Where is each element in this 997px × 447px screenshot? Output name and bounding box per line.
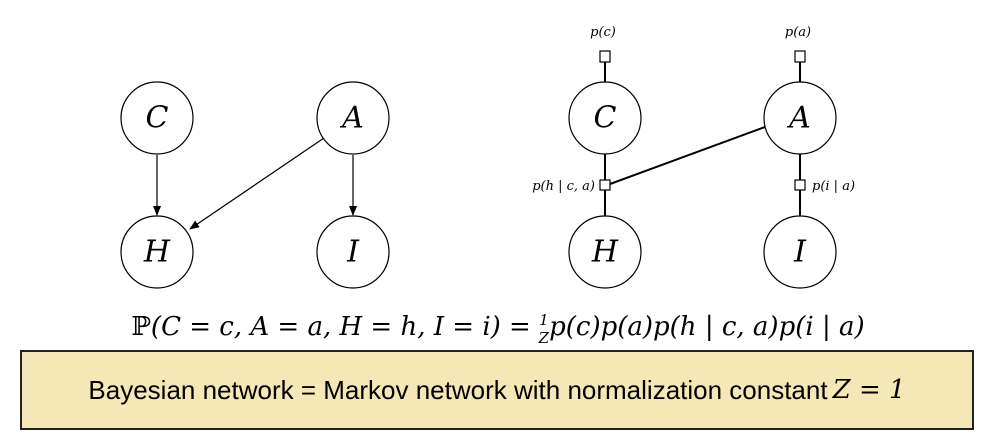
- mn-node-a: A: [763, 81, 837, 155]
- bn-node-c-label: C: [146, 101, 169, 136]
- mn-node-i-label: I: [793, 235, 807, 270]
- bayesian-network: C A H I: [120, 81, 390, 289]
- factor-phca-label: p(h | c, a): [532, 179, 595, 194]
- mn-node-c-label: C: [594, 101, 617, 136]
- fraction-denominator: Z: [538, 329, 550, 347]
- factor-pia-label: p(i | a): [812, 179, 855, 194]
- factor-pc: [599, 50, 611, 63]
- fraction-numerator: 1: [539, 311, 549, 329]
- factor-pa-label: p(a): [785, 25, 811, 40]
- bn-node-a: A: [316, 81, 390, 155]
- callout-box: Bayesian network = Markov network with n…: [20, 350, 974, 430]
- bn-node-h: H: [120, 215, 194, 289]
- callout-text: Bayesian network = Markov network with n…: [88, 374, 828, 405]
- svg-text:ℙ(C = c, A = a, H = h, I = i): ℙ(C = c, A = a, H = h, I = i) = 1 Zp(c)p(…: [131, 311, 864, 347]
- edge-a-h: [189, 137, 325, 230]
- factor-pia: [794, 179, 806, 191]
- edge-a-h-factor: [609, 126, 766, 185]
- bn-node-i-label: I: [346, 235, 360, 270]
- mn-node-c: C: [568, 81, 642, 155]
- factor-pc-label: p(c): [590, 25, 616, 40]
- bn-node-c: C: [120, 81, 194, 155]
- equation-rhs: p(c)p(a)p(h | c, a)p(i | a): [549, 312, 865, 342]
- factor-phca: [599, 179, 611, 191]
- mn-node-i: I: [763, 215, 837, 289]
- factor-pa: [794, 50, 806, 63]
- mn-node-h: H: [568, 215, 642, 289]
- bn-node-h-label: H: [143, 235, 171, 270]
- equation-lhs: (C = c, A = a, H = h, I = i) =: [151, 312, 539, 342]
- markov-network: p(c) p(a) p(h | c, a) p(i | a) C A H I: [532, 25, 855, 289]
- mn-node-h-label: H: [591, 235, 619, 270]
- probability-symbol: ℙ: [131, 312, 151, 342]
- joint-probability-equation: ℙ(C = c, A = a, H = h, I = i) = 1 Zp(c)p(…: [131, 311, 864, 347]
- mn-node-a-label: A: [786, 101, 811, 136]
- callout-z-expression: Z = 1: [832, 375, 906, 405]
- bn-node-a-label: A: [339, 101, 364, 136]
- bn-node-i: I: [316, 215, 390, 289]
